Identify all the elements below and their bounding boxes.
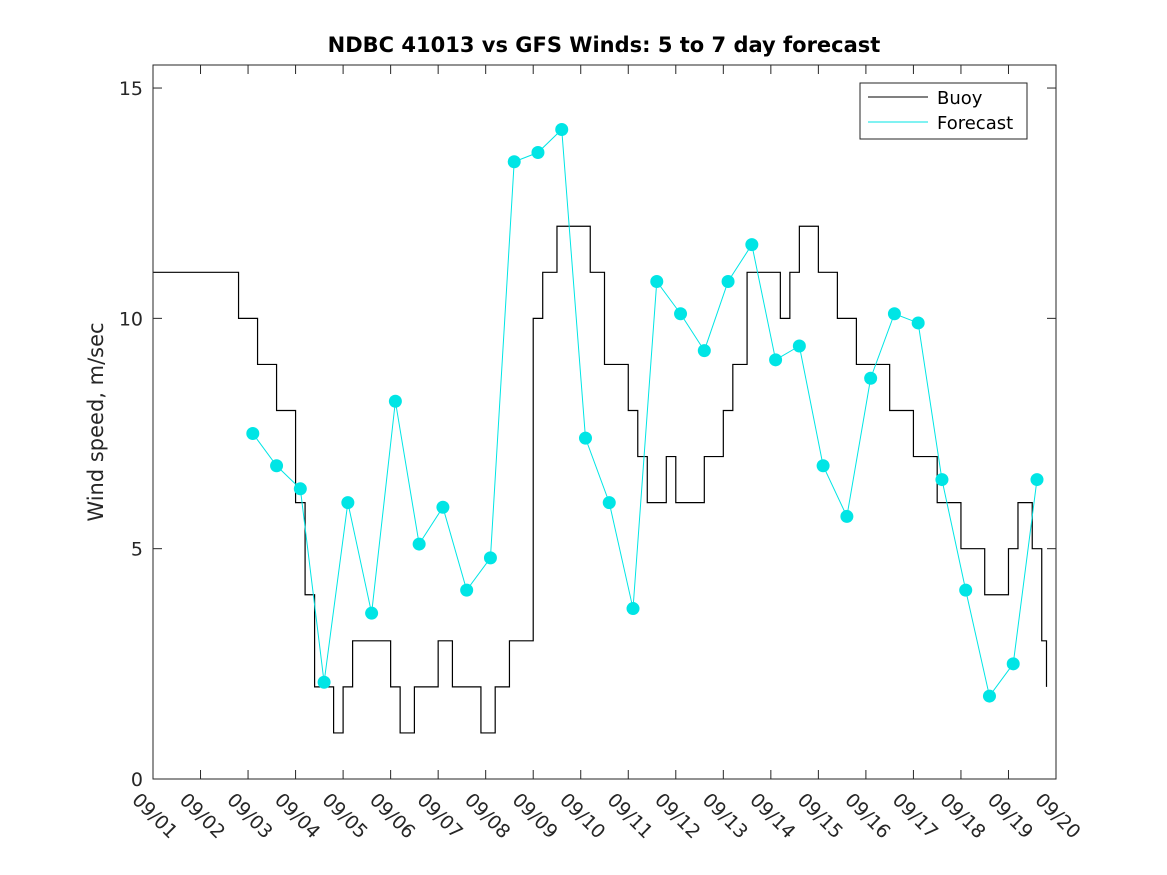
- forecast-point-7: [412, 537, 426, 551]
- buoy-series: [153, 225, 1048, 734]
- x-tick-label-12: 09/13: [698, 789, 752, 843]
- y-tick-label-0: 0: [131, 769, 143, 791]
- forecast-point-22: [769, 353, 783, 367]
- forecast-point-28: [911, 316, 925, 330]
- forecast-point-29: [935, 473, 949, 487]
- legend-box: [859, 82, 1028, 140]
- legend: Buoy Forecast: [859, 82, 1028, 140]
- forecast-point-8: [436, 500, 450, 514]
- forecast-point-30: [959, 583, 973, 597]
- x-tick-label-5: 09/06: [365, 789, 419, 843]
- x-tick-label-4: 09/05: [318, 789, 372, 843]
- forecast-point-0: [246, 427, 260, 441]
- forecast-point-33: [1030, 473, 1044, 487]
- forecast-point-17: [650, 275, 664, 289]
- forecast-point-10: [483, 551, 497, 565]
- forecast-point-15: [602, 496, 616, 510]
- forecast-point-24: [816, 459, 830, 473]
- y-tick-label-3: 15: [119, 78, 143, 100]
- y-tick-label-2: 10: [119, 308, 143, 330]
- forecast-point-21: [745, 238, 759, 252]
- x-tick-label-1: 09/02: [175, 789, 229, 843]
- forecast-point-9: [460, 583, 474, 597]
- forecast-point-16: [626, 602, 640, 616]
- forecast-point-32: [1006, 657, 1020, 671]
- x-tick-label-13: 09/14: [745, 789, 799, 843]
- x-tick-label-14: 09/15: [793, 789, 847, 843]
- forecast-point-25: [840, 509, 854, 523]
- x-tick-label-15: 09/16: [840, 789, 894, 843]
- forecast-point-27: [887, 307, 901, 321]
- forecast-point-4: [341, 496, 355, 510]
- plot-frame: [152, 64, 1057, 780]
- forecast-point-3: [317, 675, 331, 689]
- x-tick-label-3: 09/04: [270, 789, 324, 843]
- forecast-point-13: [555, 122, 569, 136]
- chart-title: NDBC 41013 vs GFS Winds: 5 to 7 day fore…: [328, 33, 881, 57]
- forecast-point-19: [697, 344, 711, 358]
- x-tick-label-17: 09/18: [935, 789, 989, 843]
- y-axis-label: Wind speed, m/sec: [84, 322, 108, 521]
- forecast-point-2: [293, 482, 307, 496]
- forecast-point-1: [270, 459, 284, 473]
- y-tick-labels: 0 5 10 15: [119, 78, 143, 791]
- x-tick-label-8: 09/09: [508, 789, 562, 843]
- plot-background: [153, 65, 1056, 779]
- x-tick-label-10: 09/11: [603, 789, 657, 843]
- forecast-line: [252, 128, 1038, 698]
- x-tick-labels: 09/0109/0209/0309/0409/0509/0609/0709/08…: [127, 789, 1084, 843]
- x-tick-label-16: 09/17: [888, 789, 942, 843]
- buoy-line: [153, 225, 1048, 734]
- x-tick-label-11: 09/12: [650, 789, 704, 843]
- x-tick-label-2: 09/03: [223, 789, 277, 843]
- legend-label-forecast: Forecast: [937, 113, 1013, 134]
- forecast-point-14: [578, 431, 592, 445]
- forecast-point-6: [388, 394, 402, 408]
- x-tick-label-18: 09/19: [983, 789, 1037, 843]
- forecast-point-5: [365, 606, 379, 620]
- x-tick-label-7: 09/08: [460, 789, 514, 843]
- forecast-series: [246, 122, 1044, 703]
- forecast-point-31: [982, 689, 996, 703]
- x-tick-label-9: 09/10: [555, 789, 609, 843]
- x-tick-label-19: 09/20: [1030, 789, 1084, 843]
- forecast-point-18: [674, 307, 688, 321]
- forecast-point-23: [792, 339, 806, 353]
- forecast-point-26: [864, 371, 878, 385]
- y-tick-label-1: 5: [131, 539, 143, 561]
- legend-label-buoy: Buoy: [937, 88, 983, 109]
- forecast-point-12: [531, 146, 545, 160]
- x-tick-label-6: 09/07: [413, 789, 467, 843]
- forecast-point-20: [721, 275, 735, 289]
- x-tick-label-0: 09/01: [127, 789, 181, 843]
- forecast-point-11: [507, 155, 521, 169]
